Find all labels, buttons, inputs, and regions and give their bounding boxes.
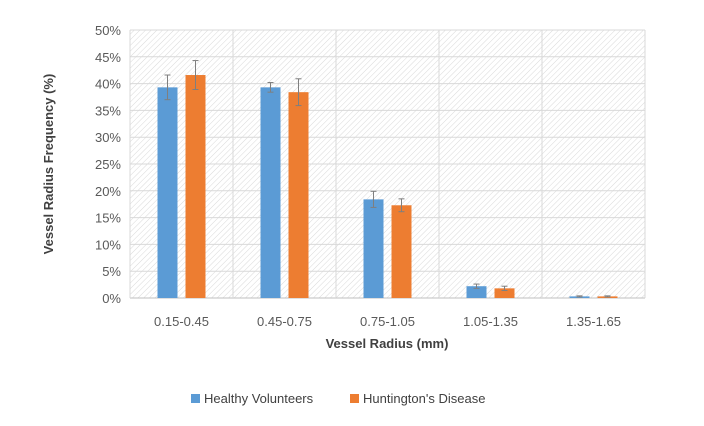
legend-label-huntingtons-disease: Huntington's Disease bbox=[363, 391, 485, 406]
y-tick-label: 25% bbox=[95, 157, 121, 172]
y-tick-label: 0% bbox=[102, 291, 121, 306]
error-bar-healthy-volunteers-1.05-1.35 bbox=[473, 283, 480, 289]
legend: Healthy Volunteers Huntington's Disease bbox=[191, 391, 485, 406]
bar-huntington-s-disease-0.45-0.75 bbox=[288, 92, 309, 299]
y-tick-label: 40% bbox=[95, 77, 121, 92]
error-bar-huntington-s-disease-0.75-1.05 bbox=[398, 198, 405, 213]
bar-healthy-volunteers-0.45-0.75 bbox=[260, 87, 281, 299]
x-tick-label: 1.05-1.35 bbox=[463, 314, 518, 329]
y-tick-label: 35% bbox=[95, 103, 121, 118]
bar-huntington-s-disease-0.75-1.05 bbox=[391, 205, 412, 298]
y-tick-label: 5% bbox=[102, 264, 121, 279]
bar-huntington-s-disease-0.15-0.45 bbox=[185, 75, 206, 298]
error-bars bbox=[164, 60, 611, 298]
x-axis-title: Vessel Radius (mm) bbox=[326, 336, 449, 351]
error-bar-healthy-volunteers-1.35-1.65 bbox=[576, 295, 583, 298]
y-tick-label: 15% bbox=[95, 211, 121, 226]
error-bar-huntington-s-disease-0.15-0.45 bbox=[192, 60, 199, 90]
y-axis-title: Vessel Radius Frequency (%) bbox=[41, 74, 56, 255]
error-bar-huntington-s-disease-1.35-1.65 bbox=[604, 295, 611, 298]
y-axis-ticks: 0% 5% 10% 15% 20% 25% 30% 35% 40% 45% 50% bbox=[95, 23, 121, 306]
x-axis-ticks: 0.15-0.45 0.45-0.75 0.75-1.05 1.05-1.35 1.35… bbox=[154, 314, 621, 329]
y-tick-label: 30% bbox=[95, 130, 121, 145]
bars bbox=[157, 75, 618, 299]
legend-swatch-healthy-volunteers bbox=[191, 394, 200, 403]
y-tick-label: 45% bbox=[95, 50, 121, 65]
x-tick-label: 0.45-0.75 bbox=[257, 314, 312, 329]
error-bar-healthy-volunteers-0.75-1.05 bbox=[370, 190, 377, 208]
legend-swatch-huntingtons-disease bbox=[350, 394, 359, 403]
x-tick-label: 0.15-0.45 bbox=[154, 314, 209, 329]
error-bar-healthy-volunteers-0.45-0.75 bbox=[267, 82, 274, 93]
legend-label-healthy-volunteers: Healthy Volunteers bbox=[204, 391, 314, 406]
y-tick-label: 20% bbox=[95, 184, 121, 199]
bar-huntington-s-disease-1.05-1.35 bbox=[494, 288, 515, 298]
y-tick-label: 10% bbox=[95, 237, 121, 252]
x-tick-label: 0.75-1.05 bbox=[360, 314, 415, 329]
x-tick-label: 1.35-1.65 bbox=[566, 314, 621, 329]
y-tick-label: 50% bbox=[95, 23, 121, 38]
bar-healthy-volunteers-1.05-1.35 bbox=[466, 286, 487, 298]
gridlines bbox=[129, 29, 646, 299]
error-bar-huntington-s-disease-0.45-0.75 bbox=[295, 78, 302, 107]
bar-healthy-volunteers-0.75-1.05 bbox=[363, 199, 384, 298]
error-bar-huntington-s-disease-1.05-1.35 bbox=[501, 285, 508, 291]
bar-healthy-volunteers-0.15-0.45 bbox=[157, 87, 178, 299]
error-bar-healthy-volunteers-0.15-0.45 bbox=[164, 74, 171, 101]
